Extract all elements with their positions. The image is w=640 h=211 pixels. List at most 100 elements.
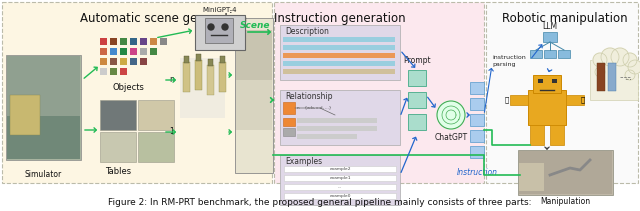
FancyBboxPatch shape [160, 38, 167, 45]
FancyBboxPatch shape [297, 118, 377, 123]
FancyBboxPatch shape [150, 38, 157, 45]
Text: Description: Description [285, 27, 329, 36]
FancyBboxPatch shape [283, 53, 395, 58]
FancyBboxPatch shape [219, 62, 226, 92]
FancyBboxPatch shape [120, 68, 127, 75]
Text: ...: ... [338, 185, 342, 189]
FancyBboxPatch shape [283, 102, 295, 114]
Circle shape [437, 101, 465, 129]
Circle shape [208, 24, 214, 30]
Text: Robotic manipulation: Robotic manipulation [502, 12, 628, 25]
FancyBboxPatch shape [138, 132, 174, 162]
FancyBboxPatch shape [566, 95, 584, 105]
Text: 👍: 👍 [505, 97, 509, 103]
Text: Simulator: Simulator [24, 170, 61, 179]
FancyBboxPatch shape [519, 151, 612, 194]
FancyBboxPatch shape [138, 100, 174, 130]
Circle shape [222, 24, 228, 30]
FancyBboxPatch shape [470, 130, 484, 142]
FancyBboxPatch shape [100, 100, 136, 130]
FancyBboxPatch shape [120, 48, 127, 55]
FancyBboxPatch shape [590, 60, 638, 100]
FancyBboxPatch shape [195, 15, 245, 50]
Text: ChatGPT: ChatGPT [435, 133, 468, 142]
FancyBboxPatch shape [608, 63, 616, 91]
FancyBboxPatch shape [180, 58, 225, 118]
FancyBboxPatch shape [2, 2, 272, 183]
FancyBboxPatch shape [207, 65, 214, 95]
Text: Instruction generation: Instruction generation [274, 12, 406, 25]
FancyBboxPatch shape [486, 2, 638, 183]
FancyBboxPatch shape [110, 38, 117, 45]
FancyBboxPatch shape [220, 56, 225, 63]
FancyBboxPatch shape [283, 61, 395, 66]
FancyBboxPatch shape [408, 114, 426, 130]
FancyBboxPatch shape [283, 45, 395, 50]
FancyBboxPatch shape [274, 2, 484, 183]
FancyBboxPatch shape [150, 48, 157, 55]
Text: example2: example2 [329, 167, 351, 171]
FancyBboxPatch shape [280, 25, 400, 80]
FancyBboxPatch shape [550, 125, 564, 145]
Text: Scene: Scene [240, 21, 270, 30]
Text: Objects: Objects [112, 83, 144, 92]
Text: instruction
parsing: instruction parsing [492, 55, 525, 67]
FancyBboxPatch shape [597, 63, 605, 91]
FancyBboxPatch shape [208, 59, 213, 66]
FancyBboxPatch shape [470, 146, 484, 158]
FancyBboxPatch shape [100, 48, 107, 55]
FancyBboxPatch shape [140, 58, 147, 65]
FancyBboxPatch shape [196, 54, 201, 61]
Text: MiniGPT-4: MiniGPT-4 [203, 7, 237, 13]
FancyBboxPatch shape [518, 150, 613, 195]
Circle shape [625, 70, 635, 80]
Circle shape [623, 53, 637, 67]
Text: Examples: Examples [285, 157, 322, 166]
Text: Automatic scene generation: Automatic scene generation [80, 12, 247, 25]
FancyBboxPatch shape [280, 155, 400, 205]
FancyBboxPatch shape [510, 95, 528, 105]
FancyBboxPatch shape [205, 18, 233, 43]
Circle shape [595, 67, 605, 77]
FancyBboxPatch shape [7, 56, 80, 159]
FancyBboxPatch shape [408, 92, 426, 108]
FancyBboxPatch shape [543, 32, 557, 42]
FancyBboxPatch shape [140, 38, 147, 45]
Text: Figure 2: In RM-PRT benchmark, the proposed general pipeline mainly consists of : Figure 2: In RM-PRT benchmark, the propo… [108, 198, 532, 207]
Text: 1: 1 [170, 127, 174, 137]
FancyBboxPatch shape [235, 18, 273, 173]
FancyBboxPatch shape [544, 50, 556, 58]
Text: example1: example1 [329, 176, 351, 180]
Text: n: n [170, 76, 175, 84]
FancyBboxPatch shape [538, 79, 543, 83]
Circle shape [601, 48, 619, 66]
FancyBboxPatch shape [283, 118, 295, 126]
Text: Relationship: Relationship [285, 92, 333, 101]
FancyBboxPatch shape [140, 48, 147, 55]
Circle shape [593, 53, 607, 67]
FancyBboxPatch shape [519, 163, 544, 191]
Circle shape [611, 48, 629, 66]
FancyBboxPatch shape [110, 48, 117, 55]
FancyBboxPatch shape [100, 132, 136, 162]
FancyBboxPatch shape [236, 30, 272, 130]
Text: 👍: 👍 [581, 97, 585, 103]
FancyBboxPatch shape [7, 56, 80, 116]
FancyBboxPatch shape [236, 30, 272, 80]
FancyBboxPatch shape [283, 128, 295, 136]
FancyBboxPatch shape [284, 175, 396, 181]
FancyBboxPatch shape [130, 58, 137, 65]
FancyBboxPatch shape [120, 38, 127, 45]
Text: Manipulation: Manipulation [540, 197, 590, 206]
FancyBboxPatch shape [120, 58, 127, 65]
FancyBboxPatch shape [283, 69, 395, 74]
Text: LLM: LLM [543, 22, 557, 31]
FancyBboxPatch shape [10, 95, 40, 135]
FancyBboxPatch shape [100, 68, 107, 75]
FancyBboxPatch shape [130, 48, 137, 55]
FancyBboxPatch shape [184, 56, 189, 63]
FancyBboxPatch shape [408, 70, 426, 86]
FancyBboxPatch shape [470, 114, 484, 126]
FancyBboxPatch shape [533, 75, 561, 93]
Text: ...: ... [624, 73, 632, 83]
